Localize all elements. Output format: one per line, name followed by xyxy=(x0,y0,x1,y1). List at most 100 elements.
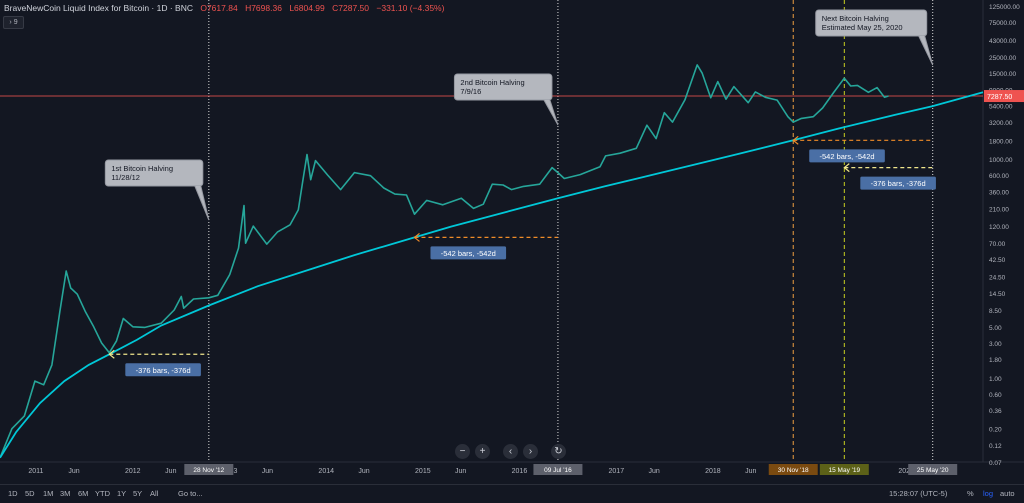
range-1y-button[interactable]: 1Y xyxy=(117,489,127,498)
log-scale-toggle[interactable]: log xyxy=(983,489,994,498)
y-tick-label: 125000.00 xyxy=(989,4,1020,11)
y-tick-label: 5400.00 xyxy=(989,104,1013,111)
x-tick-label: 2016 xyxy=(512,468,528,475)
y-tick-label: 70.00 xyxy=(989,241,1006,248)
grid xyxy=(0,0,1024,484)
halving-callout-pointer xyxy=(918,35,934,66)
halving-callout-date: 11/28/12 xyxy=(111,173,140,182)
y-tick-label: 14.50 xyxy=(989,291,1006,298)
y-tick-label: 24.50 xyxy=(989,274,1006,281)
x-tick-label: 2014 xyxy=(318,468,334,475)
y-tick-label: 0.12 xyxy=(989,443,1002,450)
y-tick-label: 360.00 xyxy=(989,189,1009,196)
halving-axis-label: 09 Jul '16 xyxy=(544,467,572,474)
marker-axis-label-bg xyxy=(819,464,869,475)
range-3m-button[interactable]: 3M xyxy=(60,489,71,498)
halving-axis-label: 25 May '20 xyxy=(917,467,949,474)
y-tick-label: 1.00 xyxy=(989,376,1002,383)
chart-legend: BraveNewCoin Liquid Index for Bitcoin · … xyxy=(4,3,444,13)
halving-callout-date: Estimated May 25, 2020 xyxy=(822,23,903,32)
range-5y-button[interactable]: 5Y xyxy=(133,489,143,498)
measure-label-bg xyxy=(430,246,507,260)
high-value: H7698.36 xyxy=(245,3,282,13)
indicators-toggle-button[interactable]: › 9 xyxy=(3,16,24,29)
halving-callout-box xyxy=(453,73,553,101)
percent-scale-toggle[interactable]: % xyxy=(967,489,974,498)
measure-label: -542 bars, -542d xyxy=(820,152,875,161)
range-6m-button[interactable]: 6M xyxy=(78,489,89,498)
y-tick-label: 42.50 xyxy=(989,257,1006,264)
marker-axis-label-bg xyxy=(768,464,818,475)
chart-background xyxy=(0,0,1024,484)
halving-axis-label-bg xyxy=(908,464,958,475)
y-tick-label: 0.20 xyxy=(989,427,1002,434)
symbol-title: BraveNewCoin Liquid Index for Bitcoin · … xyxy=(4,3,193,13)
vertical-markers: 28 Nov '12 09 Jul '16 25 May '20 30 Nov '18… xyxy=(184,0,958,475)
halving-callout-title: Next Bitcoin Halving xyxy=(822,14,889,23)
current-price-label: 7287.50 xyxy=(987,94,1012,101)
current-price-badge xyxy=(984,90,1024,103)
scroll-left-button[interactable]: ‹ xyxy=(503,444,518,459)
scroll-right-button[interactable]: › xyxy=(523,444,538,459)
measure-arrow xyxy=(843,163,850,173)
range-ytd-button[interactable]: YTD xyxy=(95,489,110,498)
measure-label-bg xyxy=(809,149,885,163)
zoom-out-button[interactable]: − xyxy=(455,444,470,459)
range-5d-button[interactable]: 5D xyxy=(25,489,35,498)
measure-arrow xyxy=(792,135,799,145)
x-tick-label: Jun xyxy=(262,468,273,475)
x-tick-label: Jun xyxy=(165,468,176,475)
y-tick-label: 0.60 xyxy=(989,392,1002,399)
x-tick-label: 2011 xyxy=(28,468,43,475)
y-tick-label: 5.00 xyxy=(989,325,1002,332)
indicator-count: 9 xyxy=(13,19,18,26)
halving-callout-box xyxy=(104,159,204,187)
clock-readout: 15:28:07 (UTC-5) xyxy=(889,489,948,498)
y-tick-label: 600.00 xyxy=(989,173,1009,180)
x-tick-label: Jun xyxy=(745,468,756,475)
measure-label-bg xyxy=(860,176,936,190)
zoom-in-button[interactable]: + xyxy=(475,444,490,459)
halving-callout-box xyxy=(815,9,928,37)
x-tick-label: Jun xyxy=(68,468,79,475)
y-tick-label: 0.07 xyxy=(989,460,1002,467)
reset-chart-button[interactable]: ↻ xyxy=(551,444,566,459)
y-tick-label: 210.00 xyxy=(989,206,1009,213)
price-chart[interactable]: 125000.00 75000.00 43000.00 25000.00 15000.0… xyxy=(0,0,1024,484)
measure-label: -376 bars, -376d xyxy=(136,366,191,375)
bottom-toolbar: 1D 5D 1M 3M 6M YTD 1Y 5Y All Go to... 15… xyxy=(0,484,1024,503)
y-tick-label: 1800.00 xyxy=(989,138,1013,145)
halving-callout-title: 2nd Bitcoin Halving xyxy=(460,78,524,87)
x-tick-label: Jun xyxy=(648,468,659,475)
measure-arrow xyxy=(413,232,420,242)
halving-callout-date: 7/9/16 xyxy=(460,87,481,96)
range-all-button[interactable]: All xyxy=(150,489,159,498)
y-tick-label: 1.80 xyxy=(989,357,1002,364)
y-tick-label: 3.00 xyxy=(989,341,1002,348)
range-1d-button[interactable]: 1D xyxy=(8,489,18,498)
y-tick-label: 0.36 xyxy=(989,408,1002,415)
y-tick-label: 25000.00 xyxy=(989,55,1016,62)
goto-date-button[interactable]: Go to... xyxy=(178,489,203,498)
auto-scale-toggle[interactable]: auto xyxy=(1000,489,1015,498)
halving-axis-label: 28 Nov '12 xyxy=(193,467,224,474)
low-value: L6804.99 xyxy=(289,3,325,13)
halving-callout-pointer xyxy=(543,99,559,126)
x-tick-label: Jun xyxy=(455,468,466,475)
x-tick-label: 2012 xyxy=(125,468,141,475)
x-tick-label: Jun xyxy=(358,468,369,475)
measure-label-bg xyxy=(125,363,201,377)
y-tick-label: 8.50 xyxy=(989,308,1002,315)
measure-label: -376 bars, -376d xyxy=(871,179,926,188)
x-tick-label: 2020 xyxy=(898,468,914,475)
y-tick-label: 120.00 xyxy=(989,224,1009,231)
y-tick-label: 75000.00 xyxy=(989,20,1016,27)
x-tick-label: 2015 xyxy=(415,468,431,475)
range-1m-button[interactable]: 1M xyxy=(43,489,54,498)
halving-callout-pointer xyxy=(194,185,210,221)
marker-axis-label: 30 Nov '18 xyxy=(778,467,809,474)
price-line xyxy=(0,64,889,459)
halving-axis-label-bg xyxy=(184,464,234,475)
